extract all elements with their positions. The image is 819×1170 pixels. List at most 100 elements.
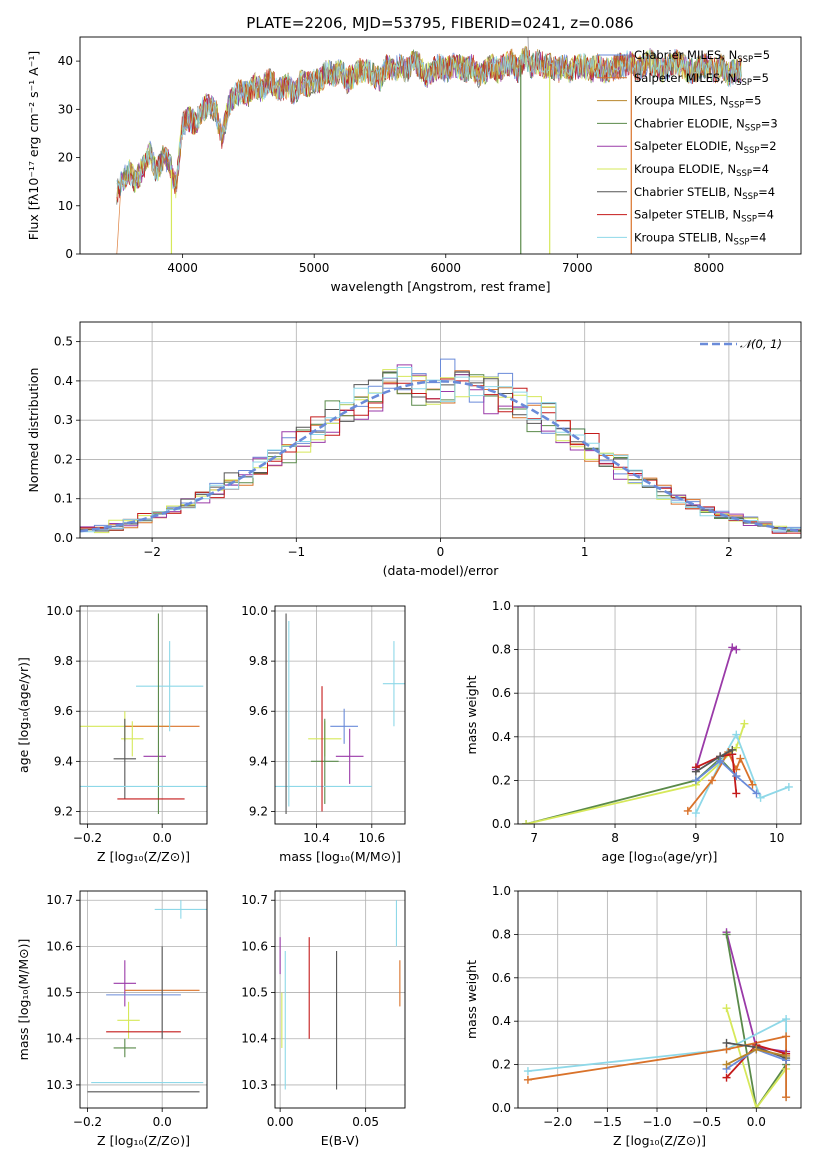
legend-entry-name: Kroupa ELODIE, N <box>634 162 736 176</box>
axes-frame <box>79 890 208 1109</box>
weight-point <box>782 1015 791 1024</box>
weight-point <box>736 754 745 763</box>
y-tick-label: 30 <box>58 102 73 116</box>
spectrum-line <box>116 47 742 193</box>
y-tick-label: 0 <box>65 247 73 261</box>
y-axis-label: mass [log₁₀(M/M⊙)] <box>16 939 31 1061</box>
y-tick-label: 10.0 <box>46 604 73 618</box>
x-tick-label: −2 <box>143 545 161 559</box>
plot-weight_vs_age: 7 8 9 10 0.0 0.2 0.4 0.6 0.8 1.0 age [log₁₀(age/yr… <box>464 599 802 864</box>
y-tick-label: 10.7 <box>46 893 73 907</box>
legend-subscript: SSP <box>744 146 760 156</box>
legend-entry: Chabrier ELODIE, NSSP=3 <box>634 116 778 133</box>
x-tick-label: 1 <box>581 545 589 559</box>
weight-line <box>725 1007 787 1108</box>
weight-line <box>525 757 737 824</box>
legend-subscript: SSP <box>745 123 761 133</box>
legend-subscript: SSP <box>736 78 752 88</box>
weight-point <box>722 1073 731 1082</box>
x-axis-label: age [log₁₀(age/yr)] <box>602 849 718 864</box>
legend-entry: Salpeter STELIB, NSSP=4 <box>634 208 774 225</box>
y-tick-label: 0.0 <box>492 817 511 831</box>
x-axis-label: Z [log₁₀(Z/Z⊙)] <box>613 1133 706 1148</box>
weight-point <box>782 1093 791 1102</box>
legend-entry-name: Chabrier MILES, N <box>634 48 737 62</box>
y-axis-label: mass weight <box>464 675 479 754</box>
weight-line <box>695 759 758 795</box>
x-tick-label: 9 <box>692 831 700 845</box>
weight-point <box>708 776 717 785</box>
x-tick-label: 0 <box>437 545 445 559</box>
plot-body <box>275 613 405 814</box>
y-tick-label: 10.6 <box>46 939 73 953</box>
x-tick-label: −1.0 <box>642 1115 671 1129</box>
y-tick-label: 10.4 <box>46 1032 73 1046</box>
weight-point <box>728 643 737 652</box>
legend-subscript: SSP <box>736 169 752 179</box>
y-tick-label: 9.4 <box>249 754 268 768</box>
y-tick-label: 0.8 <box>492 927 511 941</box>
y-tick-label: 0.0 <box>54 531 73 545</box>
weight-point <box>722 1060 731 1069</box>
legend-subscript: SSP <box>737 55 753 65</box>
y-tick-label: 9.2 <box>54 804 73 818</box>
legend-entry: Kroupa STELIB, NSSP=4 <box>634 230 766 247</box>
weight-point <box>722 930 731 939</box>
legend-entry: Kroupa ELODIE, NSSP=4 <box>634 162 769 179</box>
weight-point <box>752 1104 761 1108</box>
x-tick-label: 2 <box>725 545 733 559</box>
weight-point <box>740 719 749 728</box>
legend-subscript: SSP <box>729 101 745 111</box>
legend-entry-name: Chabrier STELIB, N <box>634 185 742 199</box>
plot-body <box>523 928 791 1108</box>
weight-point <box>784 782 793 791</box>
normal-curve <box>80 379 799 533</box>
axes-frame <box>517 605 802 825</box>
weight-point <box>748 780 757 789</box>
weight-point <box>522 820 531 824</box>
y-axis-label: age [log₁₀(age/yr)] <box>16 657 31 773</box>
weight-point <box>732 730 741 739</box>
x-tick-label: −0.2 <box>73 1115 102 1129</box>
y-tick-label: 0.0 <box>492 1101 511 1115</box>
x-tick-label: −1 <box>287 545 305 559</box>
x-axis-label: Z [log₁₀(Z/Z⊙)] <box>97 849 190 864</box>
x-axis-label: E(B-V) <box>321 1133 360 1148</box>
plot-age_vs_Z: −0.2 0.0 9.2 9.4 9.6 9.8 10.0 Z [log₁₀(Z/Z⊙)] ag… <box>16 604 208 864</box>
legend-entry: Salpeter ELODIE, NSSP=2 <box>634 139 777 156</box>
weight-point <box>732 743 741 752</box>
y-tick-label: 0.2 <box>492 773 511 787</box>
x-tick-label: 5000 <box>299 261 330 275</box>
weight-point <box>732 789 741 798</box>
x-tick-label: −0.2 <box>73 831 102 845</box>
plot-body <box>80 613 207 814</box>
legend-nssp: =4 <box>752 162 769 176</box>
x-tick-label: 0.0 <box>153 1115 172 1129</box>
y-tick-label: 0.5 <box>54 335 73 349</box>
legend-nssp: =5 <box>752 71 769 85</box>
x-tick-label: 8 <box>611 831 619 845</box>
plot-body <box>80 358 801 534</box>
y-axis-label: mass weight <box>464 960 479 1039</box>
y-tick-label: 10.5 <box>46 986 73 1000</box>
plot-weight_vs_Z: −2.0 −1.5 −1.0 −0.5 0.0 0.0 0.2 0.4 0.6 0.8 1.0 Z [… <box>464 884 802 1148</box>
spectrum-line <box>527 37 530 62</box>
axes-frame <box>79 605 208 825</box>
x-tick-label: 10 <box>769 831 784 845</box>
legend-entry-name: Salpeter STELIB, N <box>634 208 741 222</box>
plot-spectrum: 4000 5000 6000 7000 8000 0 10 20 30 40 wavelength … <box>26 36 802 294</box>
plot-body <box>87 900 207 1093</box>
x-tick-label: −1.5 <box>593 1115 622 1129</box>
y-tick-label: 20 <box>58 151 73 165</box>
weight-point <box>683 806 692 815</box>
y-tick-label: 0.8 <box>492 643 511 657</box>
plot-residuals: −2 −1 0 1 2 0.0 0.1 0.2 0.3 0.4 0.5 (data-model)/er… <box>26 321 802 578</box>
weight-point <box>716 756 725 765</box>
x-tick-label: 7 <box>530 831 538 845</box>
y-tick-label: 40 <box>58 54 73 68</box>
legend-nssp: =4 <box>757 208 774 222</box>
y-tick-label: 0.3 <box>54 413 73 427</box>
legend-subscript: SSP <box>741 215 757 225</box>
